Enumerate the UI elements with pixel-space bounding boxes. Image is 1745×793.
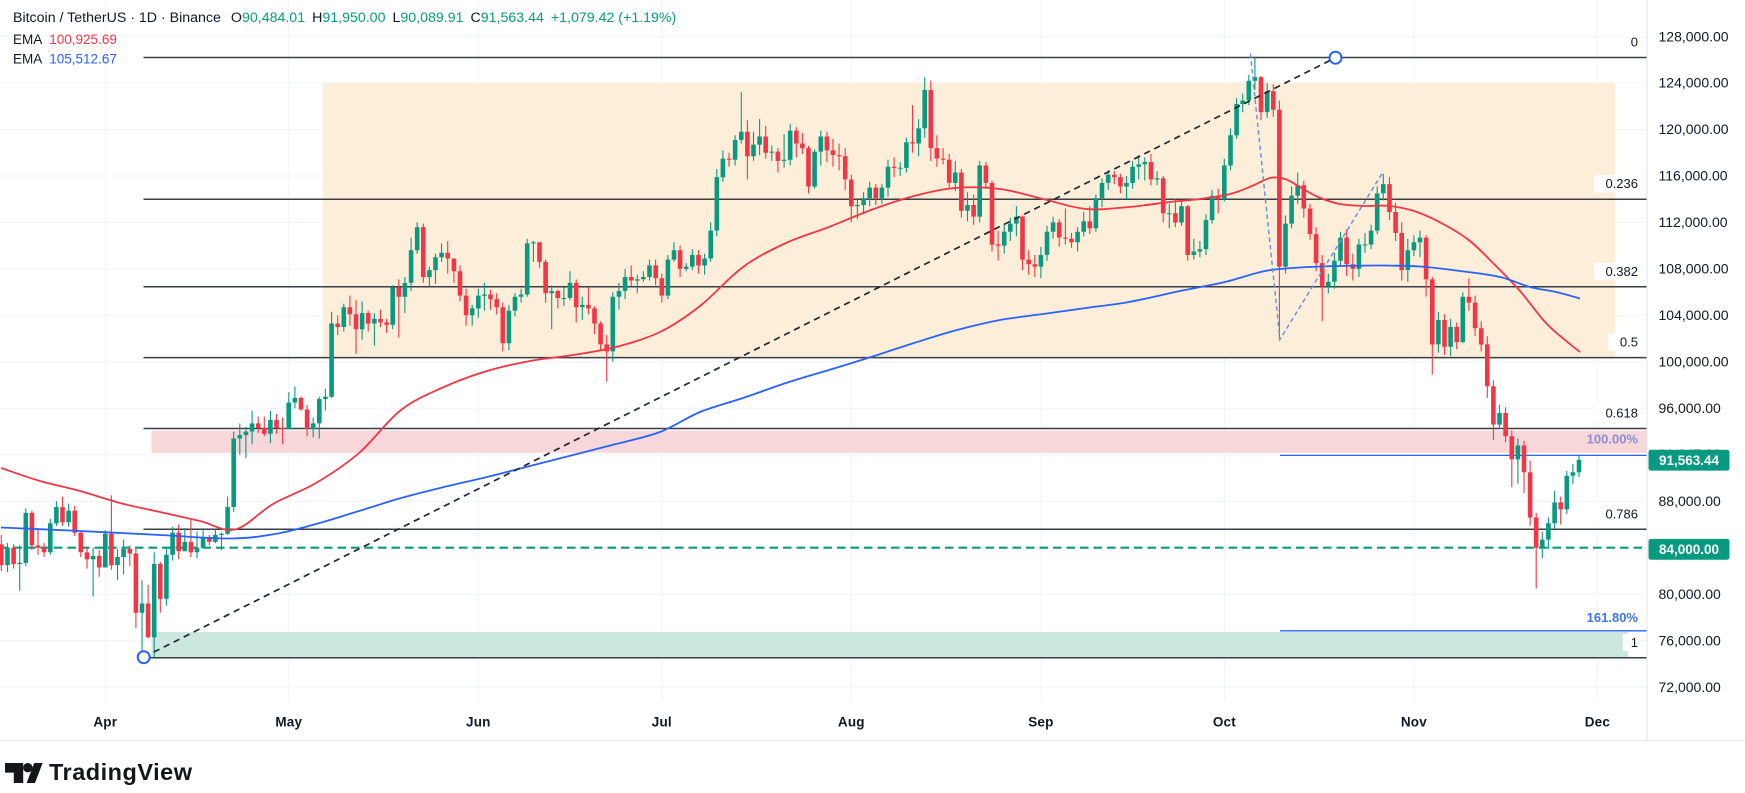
svg-text:Oct: Oct	[1213, 715, 1236, 730]
svg-text:0.5: 0.5	[1620, 335, 1638, 350]
svg-text:108,000.00: 108,000.00	[1659, 261, 1729, 277]
svg-text:128,000.00: 128,000.00	[1659, 28, 1729, 44]
svg-text:Jul: Jul	[652, 715, 672, 730]
svg-text:EMA 100,925.69: EMA 100,925.69	[13, 32, 117, 47]
svg-text:120,000.00: 120,000.00	[1659, 121, 1729, 137]
svg-text:May: May	[275, 715, 302, 730]
svg-text:0.382: 0.382	[1605, 264, 1638, 279]
svg-text:116,000.00: 116,000.00	[1659, 168, 1728, 184]
svg-text:Sep: Sep	[1028, 715, 1053, 730]
svg-text:Aug: Aug	[838, 715, 865, 730]
svg-text:96,000.00: 96,000.00	[1659, 400, 1721, 416]
svg-text:Dec: Dec	[1585, 715, 1611, 730]
svg-text:88,000.00: 88,000.00	[1659, 493, 1721, 509]
svg-text:80,000.00: 80,000.00	[1659, 586, 1721, 602]
svg-text:0.618: 0.618	[1605, 406, 1638, 421]
svg-text:72,000.00: 72,000.00	[1659, 679, 1721, 695]
svg-text:0.236: 0.236	[1605, 176, 1638, 191]
svg-text:1: 1	[1631, 635, 1638, 650]
svg-text:112,000.00: 112,000.00	[1659, 214, 1728, 230]
svg-text:Bitcoin / TetherUS · 1D · Bina: Bitcoin / TetherUS · 1D · Binance O90,484…	[13, 10, 676, 26]
svg-text:100.00%: 100.00%	[1587, 431, 1639, 446]
svg-text:0: 0	[1631, 35, 1638, 50]
svg-text:Apr: Apr	[93, 715, 117, 730]
svg-text:91,563.44: 91,563.44	[1659, 453, 1720, 468]
svg-text:TradingView: TradingView	[49, 759, 193, 785]
svg-text:76,000.00: 76,000.00	[1659, 632, 1721, 648]
svg-text:124,000.00: 124,000.00	[1659, 75, 1729, 91]
svg-text:100,000.00: 100,000.00	[1659, 354, 1729, 370]
svg-text:0.786: 0.786	[1605, 506, 1638, 521]
svg-text:84,000.00: 84,000.00	[1659, 542, 1719, 557]
svg-text:104,000.00: 104,000.00	[1659, 307, 1729, 323]
svg-text:Nov: Nov	[1401, 715, 1427, 730]
svg-text:Jun: Jun	[466, 715, 491, 730]
svg-text:161.80%: 161.80%	[1587, 610, 1639, 625]
svg-text:EMA 105,512.67: EMA 105,512.67	[13, 52, 117, 67]
